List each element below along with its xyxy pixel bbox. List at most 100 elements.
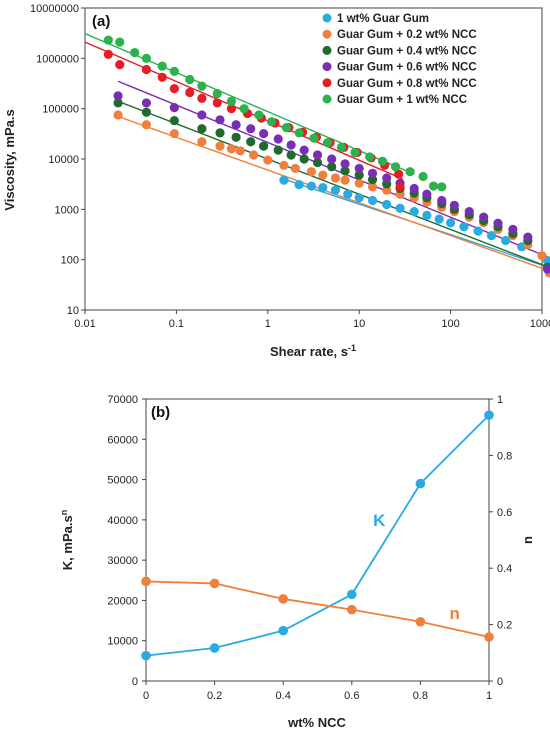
series-lines-b	[145, 414, 490, 657]
x-tick-label-a: 0.01	[74, 318, 95, 330]
data-point-a	[322, 138, 333, 148]
legend-marker-a	[322, 29, 332, 39]
legend-label-a: 1 wt% Guar Gum	[337, 13, 429, 25]
data-points-a	[103, 35, 550, 278]
data-point-a	[169, 103, 179, 113]
data-point-a	[299, 145, 309, 155]
data-point-a	[231, 120, 241, 130]
y2-tick-label-b: 0.6	[497, 507, 512, 519]
data-point-a	[318, 183, 328, 193]
data-point-a	[103, 49, 113, 59]
data-point-a	[464, 207, 474, 217]
panel-label-a: (a)	[92, 13, 110, 30]
data-point-a	[382, 185, 392, 195]
legend-marker-a	[322, 62, 332, 72]
series-line-b	[145, 414, 490, 657]
data-point-a	[394, 169, 404, 179]
data-point-a	[273, 145, 283, 155]
series-point-b	[415, 478, 426, 489]
k-n-chart: 0 0.2 0.4 0.6 0.8 1 0 10000 20000 30000 40000 5000…	[59, 394, 535, 730]
data-point-a	[115, 37, 125, 47]
x-tick-label-b: 0.4	[276, 690, 291, 702]
data-point-a	[437, 182, 447, 192]
data-point-a	[367, 174, 378, 185]
y-tick-label-b: 30000	[107, 555, 138, 567]
data-point-a	[327, 162, 337, 172]
legend-marker-a	[322, 13, 332, 23]
data-point-a	[286, 150, 296, 160]
data-point-a	[197, 137, 207, 147]
data-point-a	[226, 144, 237, 154]
data-point-a	[197, 93, 207, 103]
data-point-a	[215, 115, 225, 125]
data-point-a	[141, 107, 152, 117]
x-ticks-b: 0 0.2 0.4 0.6 0.8 1	[143, 681, 492, 702]
data-point-a	[434, 214, 444, 224]
data-point-a	[246, 124, 256, 134]
data-point-a	[197, 81, 207, 91]
y2-tick-label-b: 0.8	[497, 450, 512, 462]
data-point-a	[185, 74, 195, 85]
y-ticks-a: 10 100 1000 10000 100000 1000000 10000000	[30, 3, 85, 317]
y2-tick-label-b: 0.2	[497, 620, 512, 632]
data-point-a	[493, 218, 503, 228]
data-point-a	[281, 123, 292, 133]
legend-label-a: Guar Gum + 0.2 wt% NCC	[337, 29, 477, 41]
x-tick-label-b: 0	[143, 690, 149, 702]
data-point-a	[226, 104, 237, 114]
data-point-a	[367, 182, 378, 192]
data-point-a	[279, 160, 289, 170]
y2-axis-label-b: n	[520, 536, 535, 544]
data-point-a	[395, 182, 405, 192]
y-tick-label-a: 100	[61, 255, 79, 267]
data-point-a	[501, 235, 511, 246]
data-point-a	[294, 128, 304, 138]
legend-marker-a	[322, 78, 332, 88]
data-point-a	[354, 193, 364, 203]
data-point-a	[318, 170, 328, 180]
data-point-a	[367, 195, 378, 206]
y-ticks-b: 0 10000 20000 30000 40000 50000 60000 70000	[107, 394, 146, 688]
y-tick-label-b: 60000	[107, 434, 138, 446]
legend-marker-a	[322, 45, 332, 55]
data-point-a	[405, 167, 415, 177]
data-point-a	[350, 147, 360, 158]
data-point-a	[212, 98, 222, 108]
data-point-a	[169, 115, 179, 126]
data-point-a	[327, 154, 337, 164]
series-point-b	[415, 616, 426, 627]
data-point-a	[330, 173, 341, 183]
data-point-a	[340, 166, 350, 176]
data-point-a	[197, 124, 207, 134]
data-point-a	[141, 120, 152, 130]
fit-line-a	[117, 100, 550, 269]
data-point-a	[343, 189, 353, 199]
x-tick-label-a: 1	[265, 318, 271, 330]
data-point-a	[354, 163, 364, 174]
data-point-a	[263, 155, 273, 165]
annotations-b: Kn	[373, 511, 460, 623]
data-point-a	[523, 232, 533, 242]
data-point-a	[537, 251, 547, 261]
y-tick-label-b: 70000	[107, 394, 138, 406]
data-point-a	[215, 128, 225, 138]
x-tick-label-b: 0.8	[413, 690, 428, 702]
x-tick-label-a: 100	[441, 318, 459, 330]
data-point-a	[185, 87, 195, 98]
x-ticks-a: 0.01 0.1 1 10 100 1000	[74, 310, 550, 330]
series-point-b	[347, 604, 357, 615]
series-point-b	[278, 594, 289, 604]
data-point-a	[367, 168, 378, 178]
x-tick-label-b: 0.2	[207, 690, 222, 702]
viscosity-chart: 0.010.11101001000 1010010001000010000010…	[2, 3, 550, 359]
plot-area-b	[145, 398, 490, 682]
series-point-b	[484, 632, 494, 642]
data-point-a	[336, 142, 347, 153]
data-point-a	[113, 98, 123, 108]
legend-label-a: Guar Gum + 0.6 wt% NCC	[337, 62, 477, 74]
y2-tick-label-b: 0.4	[497, 563, 512, 575]
data-point-a	[115, 60, 125, 70]
x-tick-label-a: 1000	[530, 318, 550, 330]
data-point-a	[418, 171, 428, 182]
data-point-a	[212, 88, 222, 99]
